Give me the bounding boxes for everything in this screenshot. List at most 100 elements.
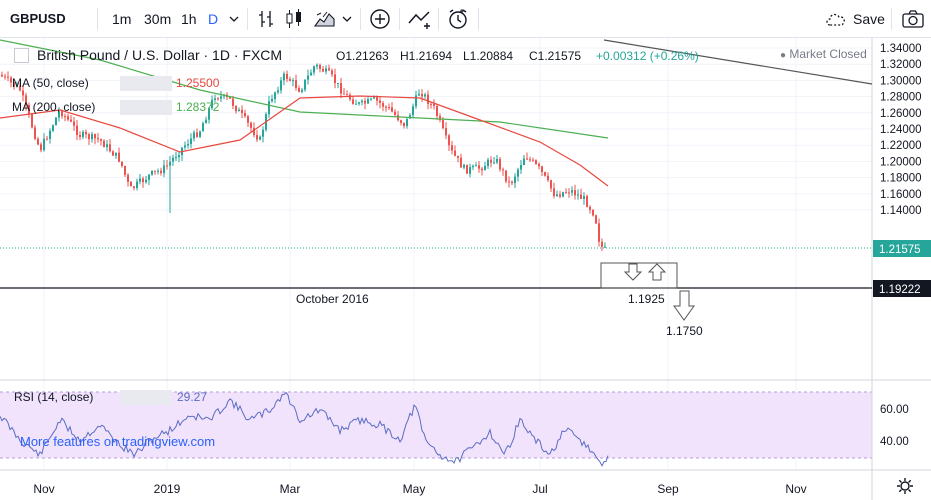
candle-body xyxy=(448,135,450,146)
candle-body xyxy=(4,76,6,78)
candle-body xyxy=(424,94,426,97)
ma50-line xyxy=(0,95,609,187)
candle-body xyxy=(601,241,603,247)
rsi-line xyxy=(0,391,609,467)
chevron-down-icon[interactable] xyxy=(228,14,240,24)
time-axis-tick: Sep xyxy=(657,482,679,496)
candle-body xyxy=(151,170,153,175)
price-chart[interactable]: October 2016 1.1925 1.1750 1.34000 1.3200… xyxy=(0,38,931,500)
candles-icon[interactable] xyxy=(284,7,304,31)
candle-body xyxy=(343,93,345,95)
chevron-down-icon[interactable] xyxy=(341,14,353,24)
candle-body xyxy=(136,181,138,188)
candle-body xyxy=(604,246,606,248)
interval-1h[interactable]: 1h xyxy=(181,11,197,27)
price-axis[interactable]: 1.34000 1.32000 1.30000 1.28000 1.26000 1.240… xyxy=(880,43,922,217)
rsi-legend[interactable]: RSI (14, close) xyxy=(14,390,93,404)
candle-body xyxy=(400,120,402,123)
interval-1m[interactable]: 1m xyxy=(112,11,132,27)
ma50-legend[interactable]: MA (50, close) xyxy=(12,76,89,90)
alert-clock-icon[interactable] xyxy=(446,7,470,31)
candle-body xyxy=(580,194,582,199)
candle-body xyxy=(154,170,156,172)
candle-body xyxy=(283,73,285,81)
price-axis-tick: 1.26000 xyxy=(880,108,922,120)
candle-body xyxy=(364,100,366,104)
candle-body xyxy=(34,127,36,139)
candle-body xyxy=(370,98,372,100)
candle-body xyxy=(214,98,216,100)
candle-body xyxy=(418,93,420,96)
toolbar-divider xyxy=(97,8,98,30)
candle-body xyxy=(403,122,405,127)
candle-body xyxy=(586,196,588,207)
collapse-legend-toggle[interactable] xyxy=(14,48,29,63)
area-chart-icon[interactable] xyxy=(313,7,337,31)
candle-body xyxy=(70,119,72,122)
save-button[interactable]: Save xyxy=(853,11,885,27)
candle-body xyxy=(463,164,465,168)
arrow-down-icon[interactable] xyxy=(623,263,643,281)
interval-d[interactable]: D xyxy=(208,11,219,27)
time-axis[interactable]: Nov 2019 Mar May Jul Sep Nov xyxy=(33,482,806,496)
candle-body xyxy=(334,74,336,84)
candle-body xyxy=(550,180,552,189)
candle-body xyxy=(190,138,192,145)
candle-body xyxy=(208,108,210,120)
ma200-legend[interactable]: MA (200, close) xyxy=(12,100,95,114)
candle-body xyxy=(25,95,27,105)
symbol-search[interactable]: GBPUSD xyxy=(10,11,66,26)
candle-body xyxy=(391,107,393,112)
ma50-controls[interactable] xyxy=(120,76,172,91)
candle-body xyxy=(229,97,231,99)
range-box[interactable] xyxy=(600,262,678,289)
candle-body xyxy=(433,103,435,107)
bar-chart-icon[interactable] xyxy=(256,7,276,31)
candle-body xyxy=(409,115,411,119)
settings-gear-icon[interactable] xyxy=(897,478,913,494)
arrow-up-icon[interactable] xyxy=(647,263,667,281)
compare-icon[interactable] xyxy=(407,7,433,31)
candle-body xyxy=(592,209,594,216)
add-indicator-icon[interactable] xyxy=(368,7,392,31)
candle-body xyxy=(511,181,513,184)
candle-body xyxy=(76,125,78,135)
candle-body xyxy=(133,186,135,188)
candle-body xyxy=(13,82,15,87)
candle-body xyxy=(406,118,408,127)
candles xyxy=(1,63,606,251)
candle-body xyxy=(355,103,357,105)
rsi-controls[interactable] xyxy=(120,390,172,405)
camera-icon[interactable] xyxy=(901,8,925,30)
arrow-down-icon[interactable] xyxy=(673,290,695,321)
candle-body xyxy=(472,165,474,168)
candle-body xyxy=(184,145,186,148)
candle-body xyxy=(82,131,84,137)
candle-body xyxy=(397,114,399,121)
time-axis-tick: 2019 xyxy=(154,482,181,496)
candle-body xyxy=(274,92,276,99)
ma50-value: 1.25500 xyxy=(176,76,220,90)
candle-body xyxy=(496,159,498,163)
trend-line[interactable] xyxy=(603,39,873,85)
interval-30m[interactable]: 30m xyxy=(144,11,172,27)
cloud-icon[interactable] xyxy=(824,9,848,29)
market-status-label: Market Closed xyxy=(789,47,867,61)
price-change: +0.00312 (+0.26%) xyxy=(596,49,699,63)
candle-body xyxy=(130,181,132,187)
tradingview-promo-link[interactable]: More features on tradingview.com xyxy=(20,434,215,449)
candle-body xyxy=(94,134,96,139)
candle-body xyxy=(139,178,141,182)
candle-body xyxy=(118,152,120,162)
candle-body xyxy=(589,206,591,210)
rsi-axis-tick: 60.00 xyxy=(880,404,909,416)
ma200-controls[interactable] xyxy=(120,100,172,115)
candle-body xyxy=(478,165,480,169)
candle-body xyxy=(541,166,543,173)
candle-body xyxy=(529,159,531,161)
candle-body xyxy=(304,79,306,90)
price-axis-tick: 1.18000 xyxy=(880,173,922,185)
top-toolbar: GBPUSD 1m 30m 1h D Save xyxy=(0,0,931,38)
ohlc-open: O1.21263 xyxy=(336,49,389,63)
candle-body xyxy=(121,161,123,166)
